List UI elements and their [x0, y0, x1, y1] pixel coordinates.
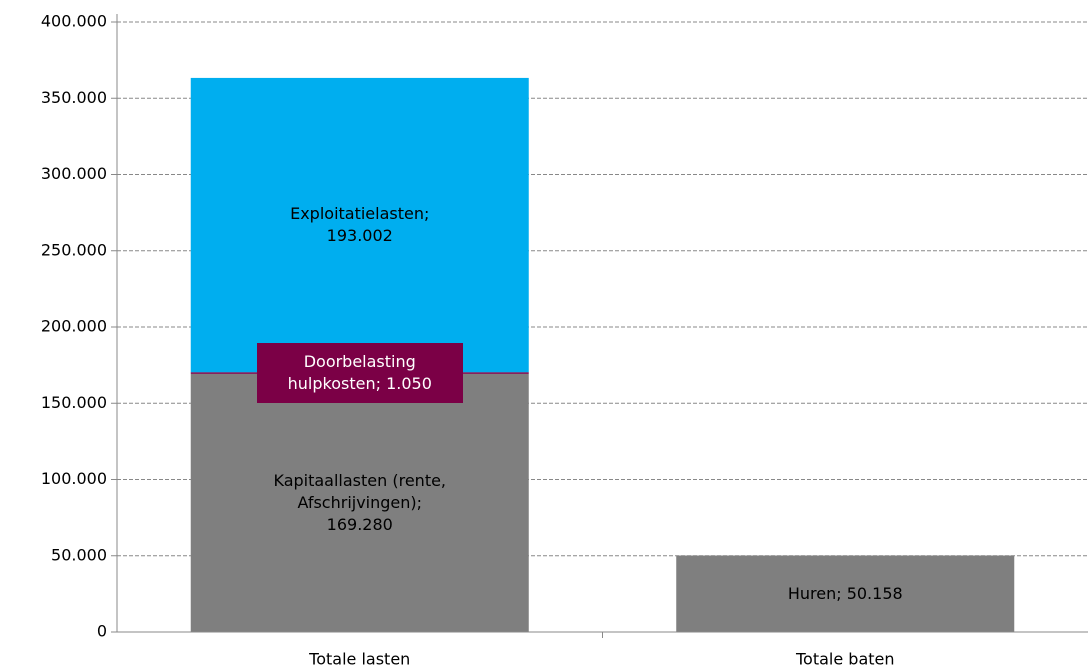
y-tick-label: 350.000	[41, 88, 107, 107]
bar-segment	[190, 77, 529, 373]
y-tick-label: 50.000	[51, 545, 107, 564]
data-label-box: Exploitatielasten; 193.002	[290, 204, 430, 246]
bar-segment	[676, 555, 1015, 632]
y-tick-label: 200.000	[41, 317, 107, 336]
y-tick-label: 0	[97, 622, 107, 641]
y-tick-label: 100.000	[41, 469, 107, 488]
data-label-box: Kapitaallasten (rente, Afschrijvingen); …	[273, 470, 447, 534]
data-label: Huren; 50.158	[787, 583, 903, 603]
y-tick-label: 150.000	[41, 393, 107, 412]
data-label: Doorbelasting hulpkosten; 1.050	[256, 343, 463, 404]
data-label-box: Doorbelasting hulpkosten; 1.050	[256, 343, 463, 404]
y-tick-label: 400.000	[41, 12, 107, 31]
x-tick-label: Totale baten	[795, 650, 895, 669]
data-label-box: Huren; 50.158	[787, 583, 903, 603]
data-label: Kapitaallasten (rente, Afschrijvingen); …	[273, 470, 447, 534]
y-tick-label: 300.000	[41, 164, 107, 183]
y-tick-label: 250.000	[41, 240, 107, 259]
data-label: Exploitatielasten; 193.002	[290, 204, 430, 246]
x-tick-label: Totale lasten	[308, 650, 410, 669]
bar-segment	[190, 373, 529, 632]
